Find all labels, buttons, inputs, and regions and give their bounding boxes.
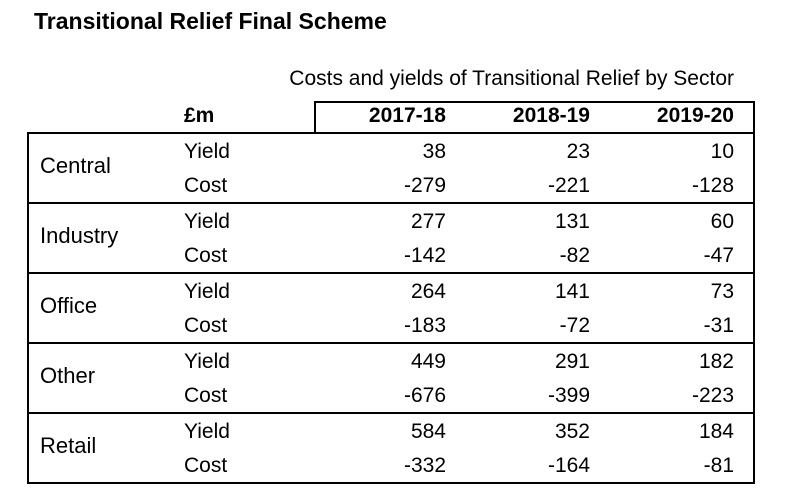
value-cell-cost: -183 (403, 314, 446, 337)
value-cell-cost: -332 (403, 454, 446, 477)
value-cell-yield: 264 (410, 280, 446, 303)
sector-divider (27, 342, 754, 344)
header-top-border (314, 101, 754, 103)
page-title: Transitional Relief Final Scheme (34, 8, 387, 34)
value-cell-yield: 38 (422, 140, 446, 163)
value-cell-cost: -164 (547, 454, 590, 477)
value-cell-yield: 141 (554, 280, 590, 303)
sector-divider (27, 412, 754, 414)
value-cell-cost: -399 (547, 384, 590, 407)
value-cell-cost: -279 (403, 174, 446, 197)
value-cell-yield: 277 (410, 210, 446, 233)
value-cell-yield: 23 (566, 140, 590, 163)
value-cell-yield: 352 (554, 420, 590, 443)
metric-label-yield: Yield (184, 210, 230, 233)
metric-label-cost: Cost (184, 244, 228, 267)
value-cell-yield: 10 (710, 140, 734, 163)
sector-label-retail: Retail (40, 433, 97, 458)
value-cell-yield: 584 (410, 420, 446, 443)
sector-divider (27, 272, 754, 274)
value-cell-yield: 291 (554, 350, 590, 373)
value-cell-yield: 182 (698, 350, 734, 373)
value-cell-cost: -223 (691, 384, 734, 407)
value-cell-yield: 449 (410, 350, 446, 373)
units-label: £m (184, 104, 215, 127)
sector-divider (27, 482, 754, 484)
year-header-2017-18: 2017-18 (368, 104, 446, 127)
metric-label-cost: Cost (184, 384, 228, 407)
value-cell-yield: 60 (710, 210, 734, 233)
sector-label-industry: Industry (40, 223, 119, 248)
table-top-border (27, 132, 754, 134)
metric-label-yield: Yield (184, 350, 230, 373)
value-cell-cost: -47 (703, 244, 734, 267)
metric-label-cost: Cost (184, 174, 228, 197)
sector-label-office: Office (40, 293, 98, 318)
table-right-border (753, 101, 755, 484)
table-left-border (27, 132, 29, 483)
table-caption: Costs and yields of Transitional Relief … (289, 67, 734, 90)
value-cell-cost: -82 (559, 244, 590, 267)
value-cell-cost: -676 (403, 384, 446, 407)
value-cell-yield: 131 (554, 210, 590, 233)
value-cell-cost: -142 (403, 244, 446, 267)
metric-label-cost: Cost (184, 314, 228, 337)
metric-label-cost: Cost (184, 454, 228, 477)
value-cell-cost: -221 (547, 174, 590, 197)
sector-divider (27, 202, 754, 204)
year-header-2018-19: 2018-19 (512, 104, 590, 127)
value-cell-cost: -31 (703, 314, 734, 337)
value-cell-cost: -72 (559, 314, 590, 337)
value-cell-cost: -81 (703, 454, 734, 477)
value-cell-yield: 73 (710, 280, 734, 303)
sector-label-central: Central (40, 153, 111, 178)
metric-label-yield: Yield (184, 280, 230, 303)
value-cell-yield: 184 (698, 420, 734, 443)
metric-label-yield: Yield (184, 140, 230, 163)
sector-label-other: Other (40, 363, 96, 388)
year-header-2019-20: 2019-20 (656, 104, 734, 127)
metric-label-yield: Yield (184, 420, 230, 443)
value-cell-cost: -128 (691, 174, 734, 197)
header-left-border (314, 101, 316, 132)
